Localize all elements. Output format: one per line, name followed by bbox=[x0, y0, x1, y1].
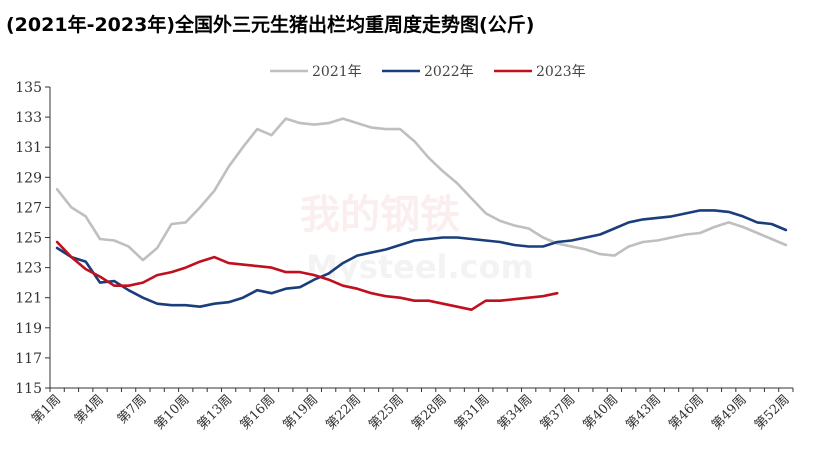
chart-title: (2021年-2023年)全国外三元生猪出栏均重周度走势图(公斤) bbox=[6, 14, 535, 36]
legend: 2021年 2022年 2023年 bbox=[270, 64, 586, 80]
legend-label: 2023年 bbox=[536, 64, 586, 80]
x-tick-label: 第10周 bbox=[152, 392, 193, 433]
watermark-site: Mysteel.com bbox=[306, 248, 534, 286]
x-tick-label: 第4周 bbox=[72, 392, 107, 427]
y-tick-label: 115 bbox=[15, 381, 42, 397]
series-line-1 bbox=[55, 117, 788, 262]
x-tick-label: 第43周 bbox=[623, 392, 664, 433]
x-tick-label: 第31周 bbox=[452, 392, 493, 433]
legend-label: 2022年 bbox=[424, 64, 474, 80]
watermark: 我的钢铁 Mysteel.com bbox=[300, 192, 534, 286]
x-tick-label: 第46周 bbox=[666, 392, 707, 433]
x-tick-label: 第16周 bbox=[238, 392, 279, 433]
y-tick-label: 129 bbox=[15, 170, 42, 186]
x-tick-label: 第28周 bbox=[409, 392, 450, 433]
x-tick-label: 第1周 bbox=[29, 392, 64, 427]
series-line-2 bbox=[55, 209, 788, 309]
y-tick-label: 125 bbox=[15, 231, 42, 247]
y-tick-label: 117 bbox=[15, 351, 42, 367]
legend-label: 2021年 bbox=[312, 64, 362, 80]
x-tick-label: 第13周 bbox=[195, 392, 236, 433]
x-tick-label: 第49周 bbox=[709, 392, 750, 433]
y-tick-label: 131 bbox=[15, 140, 42, 156]
series-lines bbox=[55, 117, 788, 312]
series-line-3 bbox=[55, 240, 559, 312]
x-tick-label: 第19周 bbox=[280, 392, 321, 433]
y-tick-label: 133 bbox=[15, 110, 42, 126]
y-tick-label: 127 bbox=[15, 200, 42, 216]
x-tick-label: 第25周 bbox=[366, 392, 407, 433]
watermark-text: 我的钢铁 bbox=[300, 192, 460, 238]
y-axis-ticks: 115 117 119 121 123 125 127 129 131 133 135 bbox=[15, 80, 50, 397]
y-tick-label: 121 bbox=[15, 291, 42, 307]
x-tick-label: 第22周 bbox=[323, 392, 364, 433]
x-tick-label: 第37周 bbox=[538, 392, 579, 433]
x-tick-label: 第7周 bbox=[115, 392, 150, 427]
y-tick-label: 135 bbox=[15, 80, 42, 96]
y-tick-label: 123 bbox=[15, 261, 42, 277]
x-tick-label: 第34周 bbox=[495, 392, 536, 433]
x-tick-label: 第52周 bbox=[752, 392, 793, 433]
x-tick-label: 第40周 bbox=[581, 392, 622, 433]
y-tick-label: 119 bbox=[15, 321, 42, 337]
x-axis-ticks: 第1周 第4周 第7周 第10周 第13周 第16周 第19周 第22周 第25周 第28周 第31… bbox=[29, 388, 794, 433]
